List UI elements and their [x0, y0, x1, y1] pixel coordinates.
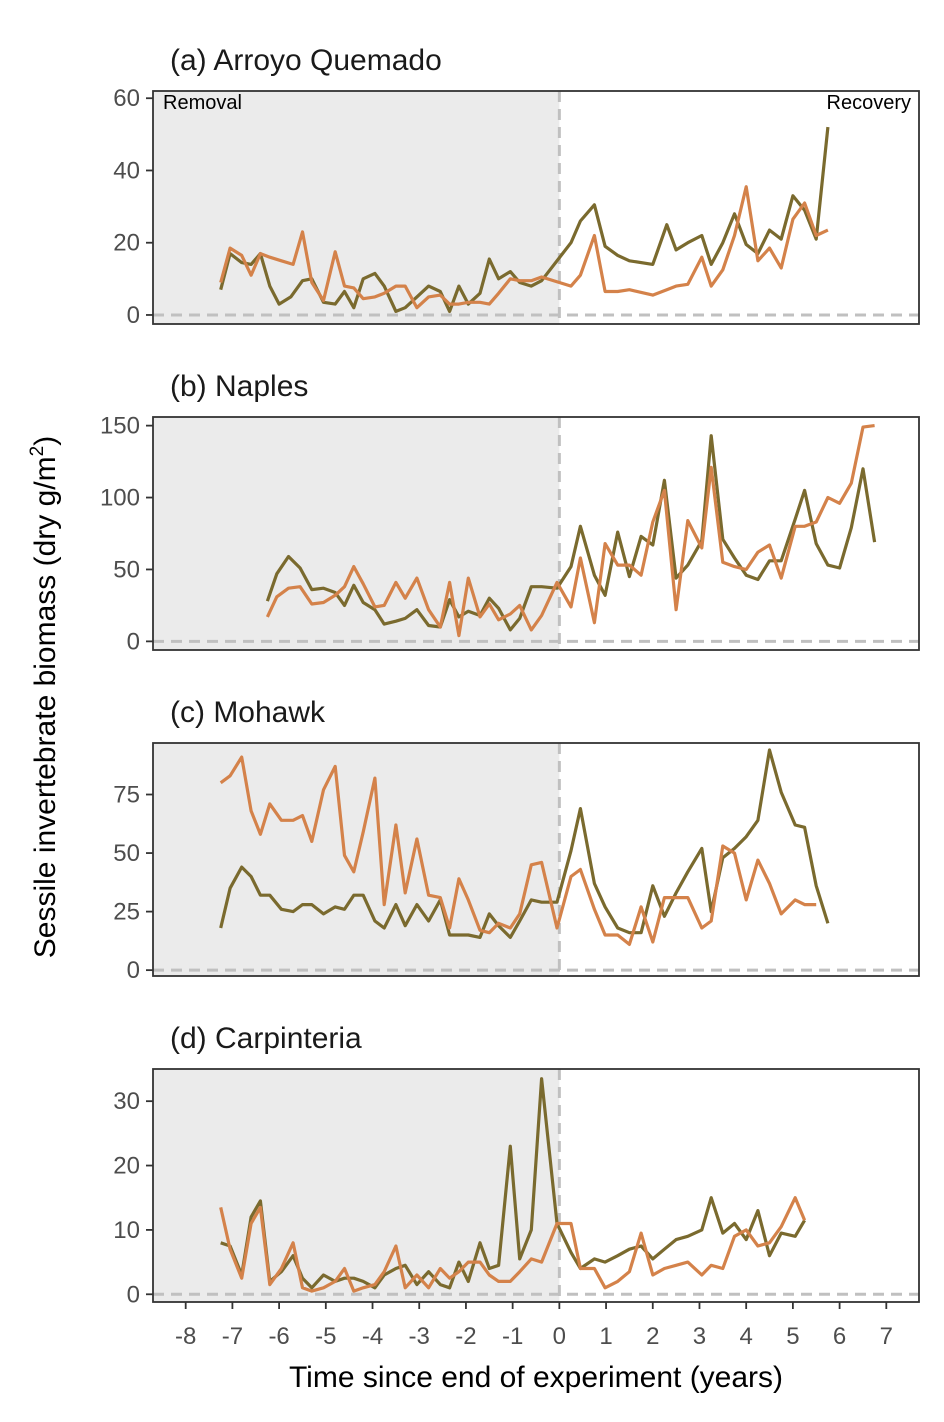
removal-period-shade: [153, 1069, 560, 1302]
x-tick-label: 6: [833, 1323, 846, 1350]
x-tick-label: -7: [222, 1323, 243, 1350]
panel-title: (c) Mohawk: [170, 696, 326, 729]
y-tick-label: 60: [113, 85, 140, 112]
x-tick-label: 7: [880, 1323, 893, 1350]
x-tick-label: 0: [553, 1323, 566, 1350]
panel-frame: [152, 742, 920, 977]
y-tick-label: 0: [127, 302, 140, 329]
y-tick-label: 150: [100, 413, 140, 440]
x-tick-label: -1: [502, 1323, 523, 1350]
y-tick-label: 0: [127, 628, 140, 655]
x-tick-label: -8: [175, 1323, 196, 1350]
x-tick-label: -6: [268, 1323, 289, 1350]
panel-title: (a) Arroyo Quemado: [170, 44, 442, 77]
recovery-label: Recovery: [827, 92, 911, 114]
y-tick-label: 75: [113, 782, 140, 809]
x-tick-label: -2: [455, 1323, 476, 1350]
x-tick-label: 1: [599, 1323, 612, 1350]
y-tick-label: 0: [127, 1281, 140, 1308]
x-tick-label: 5: [786, 1323, 799, 1350]
x-tick-label: -5: [315, 1323, 336, 1350]
y-tick-label: 30: [113, 1088, 140, 1115]
series-line-2: [265, 424, 875, 638]
y-tick-label: 0: [127, 957, 140, 984]
y-axis-title-main: Sessile invertebrate biomass (dry g/m: [29, 456, 62, 958]
y-tick-label: 50: [113, 840, 140, 867]
series-line-1: [265, 434, 877, 632]
y-tick-label: 20: [113, 230, 140, 257]
y-tick-label: 50: [113, 556, 140, 583]
panel-frame: [152, 1068, 920, 1303]
panel-title: (b) Naples: [170, 370, 308, 403]
y-tick-label: 40: [113, 157, 140, 184]
panel-a-arroyo-quemado: (a) Arroyo Quemado 0 20 40 60 Removal Recovery: [113, 44, 920, 329]
y-axis-title: Sessile invertebrate biomass (dry g/m2): [27, 436, 62, 958]
y-tick-label: 20: [113, 1153, 140, 1180]
panel-d-carpinteria: (d) Carpinteria 0 10 20 30 -8 -7 -6 -5 -4 -3 -2 -1 0 1…: [113, 1022, 920, 1350]
removal-period-shade: [153, 417, 560, 650]
series-line-2: [219, 755, 817, 946]
removal-label: Removal: [163, 92, 242, 114]
y-tick-label: 25: [113, 899, 140, 926]
panel-title: (d) Carpinteria: [170, 1022, 362, 1055]
panel-frame: [152, 90, 920, 325]
panel-frame: [152, 416, 920, 651]
x-axis-title: Time since end of experiment (years): [289, 1361, 783, 1394]
series-line-2: [219, 1196, 807, 1293]
y-axis-title-close: ): [29, 436, 62, 446]
x-tick-label: -3: [409, 1323, 430, 1350]
panel-c-mohawk: (c) Mohawk 0 25 50 75: [113, 696, 920, 984]
series-line-2: [219, 185, 829, 310]
x-tick-label: 4: [740, 1323, 753, 1350]
x-tick-label: -4: [362, 1323, 383, 1350]
series-line-1: [220, 1077, 806, 1290]
y-tick-label: 100: [100, 485, 140, 512]
y-axis-title-superscript: 2: [27, 446, 48, 457]
panel-b-naples: (b) Naples 0 50 100 150: [100, 370, 920, 655]
y-tick-label: 10: [113, 1217, 140, 1244]
x-tick-label: 3: [693, 1323, 706, 1350]
x-tick-label: 2: [646, 1323, 659, 1350]
